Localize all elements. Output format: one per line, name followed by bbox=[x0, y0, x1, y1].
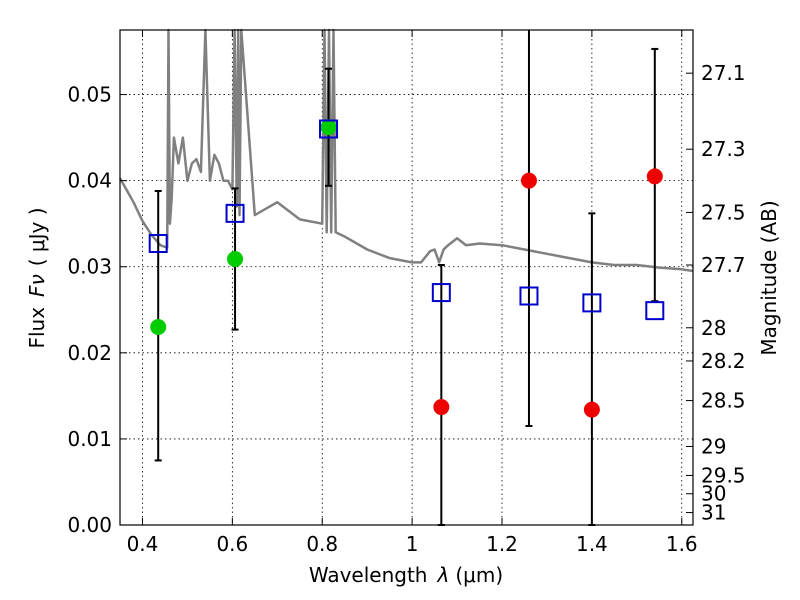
y2-tick-label: 27.3 bbox=[701, 137, 746, 161]
x-tick-label: 0.6 bbox=[216, 532, 248, 556]
y-tick-label: 0.03 bbox=[67, 255, 112, 279]
x-tick-label: 1.4 bbox=[576, 532, 608, 556]
y2-tick-label: 30 bbox=[701, 482, 726, 506]
model-spectrum-line bbox=[118, 28, 694, 273]
non-detection-point bbox=[520, 172, 537, 189]
y-tick-label: 0.04 bbox=[67, 169, 112, 193]
y2-tick-label: 27.5 bbox=[701, 200, 746, 224]
non-detection-point bbox=[583, 401, 600, 418]
y-tick-label: 0.05 bbox=[67, 83, 112, 107]
y-axis-title: FluxFν( μJy ) bbox=[25, 207, 49, 348]
non-detection-point bbox=[433, 399, 450, 416]
y2-axis-title: Magnitude (AB) bbox=[757, 200, 781, 355]
y2-tick-label: 29 bbox=[701, 434, 726, 458]
y2-tick-label: 27.7 bbox=[701, 253, 746, 277]
y2-tick-label: 28.2 bbox=[701, 349, 746, 373]
model-photometry-square bbox=[319, 119, 339, 139]
non-detection-point bbox=[646, 168, 663, 185]
y2-tick-label: 27.1 bbox=[701, 61, 746, 85]
y-tick-label: 0.00 bbox=[67, 513, 112, 537]
y2-tick-label: 31 bbox=[701, 501, 726, 525]
y2-tick-label: 28.5 bbox=[701, 389, 746, 413]
points-layer bbox=[148, 119, 665, 418]
y-tick-label: 0.02 bbox=[67, 341, 112, 365]
plot-frame bbox=[119, 29, 694, 526]
model-photometry-square bbox=[582, 293, 602, 313]
model-spectrum-layer bbox=[118, 28, 694, 273]
grid-lines bbox=[120, 30, 693, 526]
x-tick-label: 1.6 bbox=[666, 532, 698, 556]
x-axis-title: Wavelength λ (μm) bbox=[309, 563, 503, 587]
detection-point bbox=[150, 319, 167, 335]
y2-tick-label: 28 bbox=[701, 316, 726, 340]
model-photometry-square bbox=[148, 233, 168, 253]
x-tick-label: 1.2 bbox=[486, 532, 518, 556]
model-photometry-square bbox=[431, 283, 451, 303]
detection-point bbox=[320, 119, 337, 136]
axis-ticks: 0.4 0.6 0.8 1 1.2 1.4 1.6 0.00 0.01 0.02 0.03 0.04 0… bbox=[67, 30, 746, 556]
model-photometry-square bbox=[519, 286, 539, 306]
y2-tick-label: 29.5 bbox=[701, 463, 746, 487]
y-tick-label: 0.01 bbox=[67, 427, 112, 451]
x-tick-label: 1 bbox=[406, 532, 419, 556]
model-photometry-square bbox=[225, 203, 245, 223]
detection-point bbox=[227, 250, 244, 267]
errorbar-layer bbox=[154, 30, 659, 526]
x-tick-label: 0.8 bbox=[306, 532, 338, 556]
x-tick-label: 0.4 bbox=[127, 532, 159, 556]
model-photometry-square bbox=[645, 301, 665, 321]
